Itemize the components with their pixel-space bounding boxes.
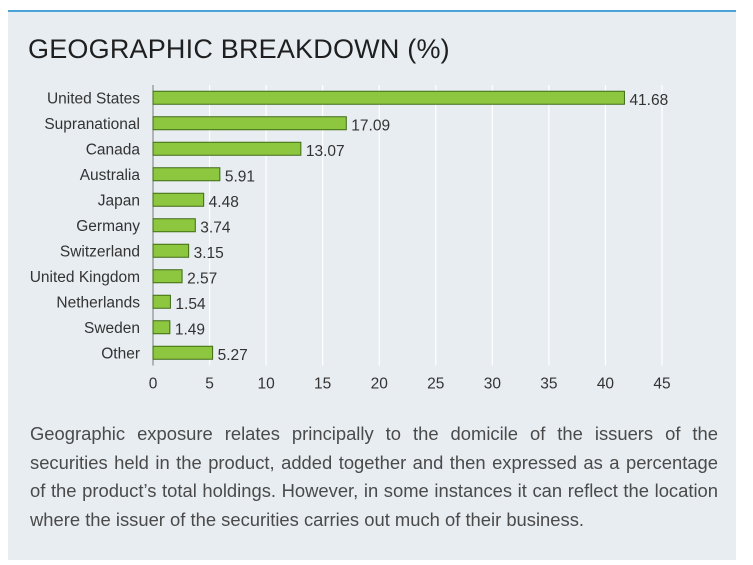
x-tick-label: 35 [540,376,557,393]
x-tick-label: 25 [427,376,444,393]
x-tick-label: 45 [653,376,670,393]
bar [152,320,171,335]
value-label: 13.07 [306,143,345,160]
x-tick-label: 5 [205,376,214,393]
value-label: 4.48 [209,194,239,211]
category-label: Switzerland [60,243,140,260]
description-text: Geographic exposure relates principally … [30,423,718,530]
bar-chart: United States 41.68 Supranational 17.09 Cana… [30,85,671,393]
bar [152,243,190,258]
category-label: Japan [98,192,140,209]
value-label: 3.15 [194,245,224,262]
x-tick-label: 40 [597,376,615,393]
bar [152,116,347,131]
bar [152,269,183,284]
value-label: 5.91 [225,168,255,185]
bar [152,90,625,105]
category-label: Sweden [84,320,140,337]
chart-title: GEOGRAPHIC BREAKDOWN (%) [28,34,450,64]
category-label: United Kingdom [30,269,140,286]
value-label: 1.54 [175,296,206,313]
x-tick-label: 30 [484,376,502,393]
category-label: Other [101,345,140,362]
category-label: Canada [86,141,141,158]
value-label: 2.57 [187,270,217,287]
value-label: 41.68 [629,92,668,109]
value-label: 17.09 [351,117,390,134]
value-label: 5.27 [218,347,248,364]
x-tick-label: 0 [149,376,158,393]
category-label: Germany [76,218,140,235]
bar [152,345,214,360]
value-label: 3.74 [200,219,231,236]
x-tick-label: 15 [314,376,331,393]
bar [152,294,171,309]
value-label: 1.49 [175,321,205,338]
category-label: Netherlands [56,294,140,311]
category-label: Supranational [44,116,140,133]
chart-panel: GEOGRAPHIC BREAKDOWN (%) United States 41… [8,10,736,560]
x-tick-label: 20 [371,376,389,393]
category-label: United States [47,90,140,107]
bar [152,218,196,233]
bar [152,141,302,156]
bar [152,192,205,207]
category-label: Australia [80,167,141,184]
bar [152,167,221,182]
x-tick-label: 10 [257,376,275,393]
